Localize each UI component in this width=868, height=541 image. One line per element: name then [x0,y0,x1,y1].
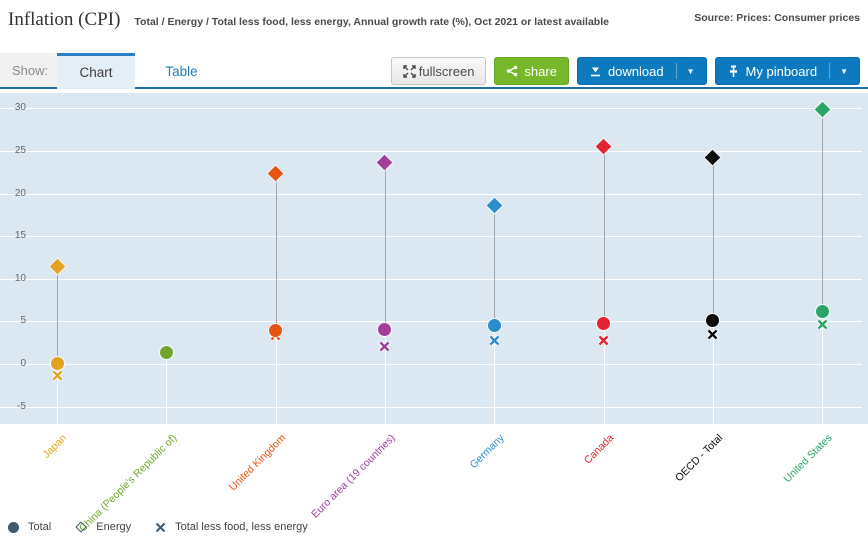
marker-total-euro-area-countries[interactable] [378,322,392,336]
marker-energy-germany[interactable] [486,197,502,214]
fullscreen-button[interactable]: fullscreen [390,57,487,85]
page-title: Inflation (CPI) [8,9,121,30]
y-tick-label: 5 [20,315,26,327]
tab-table-label: Table [165,63,198,79]
axis-tick-united-kingdom [275,335,277,424]
legend-item-total: Total [8,521,51,533]
toolbar: Show: Chart Table fullscreen share [0,53,868,89]
marker-energy-united-states[interactable] [814,101,830,118]
axis-tick-china-people-s-republic-of [166,357,168,424]
axis-tick-united-states [822,316,824,424]
y-tick-label: 25 [14,145,26,156]
download-button[interactable]: download ▼ [576,57,707,85]
gridline-25 [0,151,862,152]
range-line-canada [603,146,605,324]
marker-total-oecd-total[interactable] [706,314,720,328]
gridline-30 [0,108,862,110]
tab-chart[interactable]: Chart [57,53,135,89]
y-tick-label: 10 [14,272,26,284]
legend-item-energy: Energy [75,521,131,533]
button-divider [675,63,677,79]
x-axis-labels: Japan China (People's Republic of) United … [0,424,868,534]
y-tick-label: 15 [14,230,26,242]
gridline-10 [0,278,862,280]
axis-tick-japan [57,368,58,424]
y-tick-label: 0 [20,358,26,369]
legend-label: Total [28,521,52,533]
marker-core-euro-area-countries[interactable] [378,340,391,358]
button-divider [829,63,831,79]
x-label-text: United Kingdom [226,432,289,494]
axis-tick-oecd-total [712,325,714,424]
marker-total-united-kingdom[interactable] [269,324,283,338]
range-line-euro-area-countries [384,162,386,330]
marker-core-oecd-total[interactable] [706,328,719,346]
x-label-text: Euro area (19 countries) [308,432,398,521]
chart-subtitle: Total / Energy / Total less food, less e… [134,16,609,28]
legend-label: Total less food, less energy [175,521,308,533]
range-line-japan [57,266,58,364]
show-label: Show: [0,53,57,87]
marker-core-japan[interactable] [51,369,64,387]
range-line-oecd-total [712,157,714,321]
x-label-text: Canada [581,432,616,467]
gridline-0 [0,364,862,365]
chart-header: Inflation (CPI) Total / Energy / Total l… [0,0,868,53]
marker-total-japan[interactable] [50,356,64,370]
legend-label: Energy [96,521,132,533]
axis-tick-canada [603,328,605,424]
legend-x-icon [155,522,166,533]
gridline-15 [0,236,862,238]
toolbar-underline [0,87,868,89]
marker-core-united-states[interactable] [816,318,829,336]
x-label-text: OECD - Total [673,432,726,485]
marker-core-canada[interactable] [597,334,610,352]
share-label: share [524,63,557,79]
share-button[interactable]: share [494,57,569,85]
fullscreen-label: fullscreen [418,63,475,79]
range-line-united-states [822,109,824,312]
marker-total-united-states[interactable] [815,304,829,318]
marker-total-canada[interactable] [597,317,610,331]
download-icon [590,67,600,77]
tab-chart-label: Chart [79,65,113,80]
share-icon [507,65,518,77]
tab-table[interactable]: Table [135,53,228,89]
legend-item-total-less-food-less-energy: Total less food, less energy [155,521,308,533]
y-tick-label: 30 [14,102,26,114]
gridline--5 [0,406,862,408]
range-line-united-kingdom [275,173,277,331]
chart-legend: Total Energy Total less food, less energy [0,515,868,539]
x-label-text: Germany [467,432,507,472]
marker-energy-united-kingdom[interactable] [267,165,284,181]
x-label-text: United States [781,432,835,486]
pin-icon [729,65,737,77]
marker-total-china-people-s-republic-of[interactable] [159,345,173,359]
gridline-5 [0,321,862,323]
marker-energy-japan[interactable] [49,258,65,274]
legend-circle-icon [8,521,19,533]
pinboard-label: My pinboard [745,63,818,79]
download-caret-icon: ▼ [686,66,695,76]
marker-core-germany[interactable] [488,334,501,352]
marker-energy-euro-area-countries[interactable] [377,154,393,170]
pinboard-caret-icon: ▼ [840,66,848,76]
axis-tick-euro-area-countries [384,334,386,424]
plot-area: 30 25 20 15 10 5 0 -5 [0,93,868,424]
marker-total-germany[interactable] [487,319,501,333]
axis-tick-germany [494,330,496,424]
pinboard-button[interactable]: My pinboard ▼ [714,57,860,85]
y-tick-label: 20 [14,187,26,199]
marker-energy-canada[interactable] [595,138,612,155]
download-label: download [607,63,664,79]
y-tick-label: -5 [17,400,26,412]
fullscreen-icon [403,64,416,78]
range-line-germany [494,205,496,326]
x-label-text: Japan [40,432,70,461]
marker-energy-oecd-total[interactable] [705,150,721,166]
source-label: Source: Prices: Consumer prices [694,12,860,24]
gridline-20 [0,193,862,195]
